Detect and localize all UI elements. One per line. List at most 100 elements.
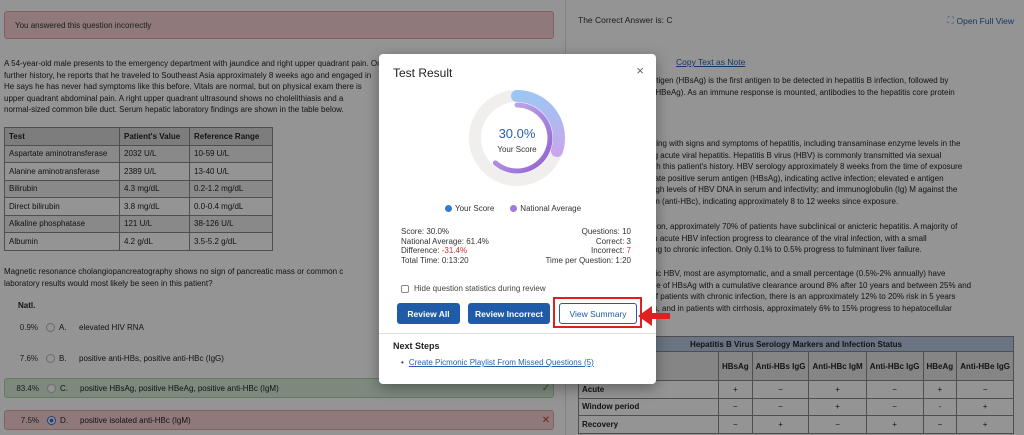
natl-label: Natl. [18, 301, 36, 310]
hide-stats-checkbox-row[interactable]: Hide question statistics during review [401, 284, 546, 293]
modal-divider [379, 333, 656, 334]
stat-difference-label: Difference: [401, 246, 442, 255]
choice-letter: A. [59, 322, 67, 332]
answer-choice-a[interactable]: 0.9% A. elevated HIV RNA [4, 317, 554, 337]
stem-line: normal-sized common bile duct. Serum hep… [4, 105, 344, 114]
stat-time-per-question: Time per Question: 1:20 [545, 255, 631, 265]
review-all-button[interactable]: Review All [397, 303, 460, 324]
hide-stats-label: Hide question statistics during review [414, 284, 546, 293]
question-text: Magnetic resonance cholangiopancreatogra… [4, 266, 556, 289]
lab-cell: 38-126 U/L [189, 214, 273, 233]
expl-line: Following acute infection, approximately… [578, 222, 958, 231]
expand-icon: ⛶ [947, 15, 954, 25]
expl-line: Of patients with chronic HBV, most are a… [578, 269, 946, 278]
stat-questions: Questions: 10 [581, 227, 631, 236]
serology-cell: − [718, 415, 753, 434]
question-line: laboratory results would most likely be … [4, 278, 213, 288]
legend-dot [510, 205, 518, 212]
stem-line: upper quadrant abdominal pain. A right u… [4, 93, 344, 103]
stem-line: He says he has never had symptoms like t… [4, 82, 362, 91]
review-incorrect-button[interactable]: Review Incorrect [468, 303, 550, 324]
serology-title: Hepatitis B Virus Serology Markers and I… [578, 336, 1014, 352]
choice-text: positive anti-HBs, positive anti-HBc (Ig… [79, 353, 224, 363]
choice-natl-pct: 7.6% [19, 353, 38, 363]
lab-header-row: Test Patient's Value Reference Range [4, 127, 273, 146]
expl-line: spontaneous clearance of HBsAg with a cu… [578, 280, 972, 290]
view-summary-button[interactable]: View Summary [559, 303, 637, 324]
choice-text: elevated HIV RNA [79, 322, 144, 332]
question-stem: A 54-year-old male presents to the emerg… [4, 58, 556, 116]
expl-line: adults who develop an acute HBV infectio… [578, 233, 927, 243]
stats-row: National Average: 61.4% Correct: 3 [401, 237, 631, 247]
radio-button-selected[interactable] [47, 415, 56, 425]
stats-block: Score: 30.0% Questions: 10 National Avera… [401, 227, 631, 265]
score-donut-chart: 30.0% Your Score [469, 90, 565, 186]
stat-national-average: National Average: 61.4% [401, 236, 489, 246]
modal-title: Test Result [393, 66, 453, 80]
choice-natl-pct: 83.4% [16, 383, 39, 393]
serology-header: HBeAg [922, 351, 958, 381]
choice-letter: C. [60, 383, 68, 393]
lab-cell: Aspartate aminotransferase [4, 144, 120, 163]
lab-row: Bilirubin 4.3 mg/dL 0.2-1.2 mg/dL [4, 179, 273, 198]
lab-header: Test [4, 127, 120, 146]
choice-letter: B. [59, 353, 67, 363]
radio-button[interactable] [46, 322, 55, 332]
expl-line: hepatitis B e antigen (HBeAg). As an imm… [578, 87, 955, 97]
explanation-paragraph: This patient is presenting with signs an… [578, 138, 1018, 207]
lab-cell: 10-59 U/L [189, 144, 273, 163]
expl-line: of developing cirrhosis, and in patients… [578, 303, 952, 313]
chart-legend: Your Score National Average [445, 204, 581, 213]
create-picmonic-playlist-link[interactable]: Create Picmonic Playlist From Missed Que… [401, 358, 594, 367]
choice-text: positive isolated anti-HBc (IgM) [80, 415, 191, 425]
answer-choice-b[interactable]: 7.6% B. positive anti-HBs, positive anti… [4, 348, 554, 368]
serology-header: Anti-HBs IgG [751, 351, 810, 381]
radio-button[interactable] [46, 353, 55, 363]
annotation-arrow-icon [638, 306, 670, 326]
legend-label: National Average [520, 204, 582, 213]
incorrect-banner: You answered this question incorrectly [4, 11, 554, 39]
lab-row: Aspartate aminotransferase 2032 U/L 10-59 … [4, 144, 273, 163]
stats-row: Total Time: 0:13:20 Time per Question: 1:… [401, 256, 631, 266]
expl-line: This patient is presenting with signs an… [578, 139, 961, 148]
lab-header: Patient's Value [119, 127, 190, 146]
serology-cell: − [922, 415, 958, 434]
serology-header: Anti-HBc IgM [808, 351, 867, 381]
lab-table: Test Patient's Value Reference Range Asp… [4, 127, 273, 251]
open-full-view-link[interactable]: ⛶ Open Full View [948, 15, 1014, 26]
answer-choice-d[interactable]: 7.5% D. positive isolated anti-HBc (IgM)… [4, 410, 554, 430]
radio-button[interactable] [47, 383, 56, 393]
serology-cell: + [751, 415, 810, 434]
stat-difference: Difference: -31.4% [401, 246, 467, 256]
choice-natl-pct: 0.9% [19, 322, 38, 332]
serology-cell: + [956, 415, 1014, 434]
lab-row: Direct bilirubin 3.8 mg/dL 0.0-0.4 mg/dL [4, 197, 273, 216]
lab-cell: 4.3 mg/dL [119, 179, 190, 198]
expl-line: would likely demonstrate positive serum … [578, 173, 944, 183]
choice-letter: D. [60, 415, 68, 425]
close-icon[interactable]: × [636, 63, 644, 78]
choice-natl-pct: 7.5% [20, 415, 39, 425]
expl-line: 45% after 25 years. Of patients with chr… [578, 292, 956, 301]
legend-dot [445, 205, 452, 212]
score-percent: 30.0% [499, 126, 536, 141]
lab-cell: 2032 U/L [119, 144, 190, 163]
stat-incorrect-value: 7 [626, 246, 631, 255]
stem-line: further history, he reports that he trav… [4, 70, 372, 80]
test-result-modal: Test Result × 30.0% Your Score Your Scor… [379, 54, 656, 384]
stats-row: Difference: -31.4% Incorrect: 7 [401, 246, 631, 256]
open-full-view-label: Open Full View [956, 15, 1014, 26]
stats-row: Score: 30.0% Questions: 10 [401, 227, 631, 237]
lab-row: Albumin 4.2 g/dL 3.5-5.2 g/dL [4, 232, 273, 251]
your-score-arc [511, 90, 565, 157]
lab-cell: 121 U/L [119, 214, 190, 233]
serology-cell: Recovery [578, 415, 719, 434]
serology-title-row: Hepatitis B Virus Serology Markers and I… [578, 336, 1014, 352]
legend-item-national-average: National Average [510, 204, 581, 213]
copy-text-as-note-link[interactable]: Copy Text as Note [676, 57, 746, 67]
expl-line: thousands, suggesting acute viral hepati… [578, 150, 942, 160]
stat-total-time: Total Time: 0:13:20 [401, 255, 469, 265]
question-line: Magnetic resonance cholangiopancreatogra… [4, 267, 344, 276]
serology-header: Anti-HBc IgG [865, 351, 924, 381]
hide-stats-checkbox[interactable] [401, 284, 409, 293]
